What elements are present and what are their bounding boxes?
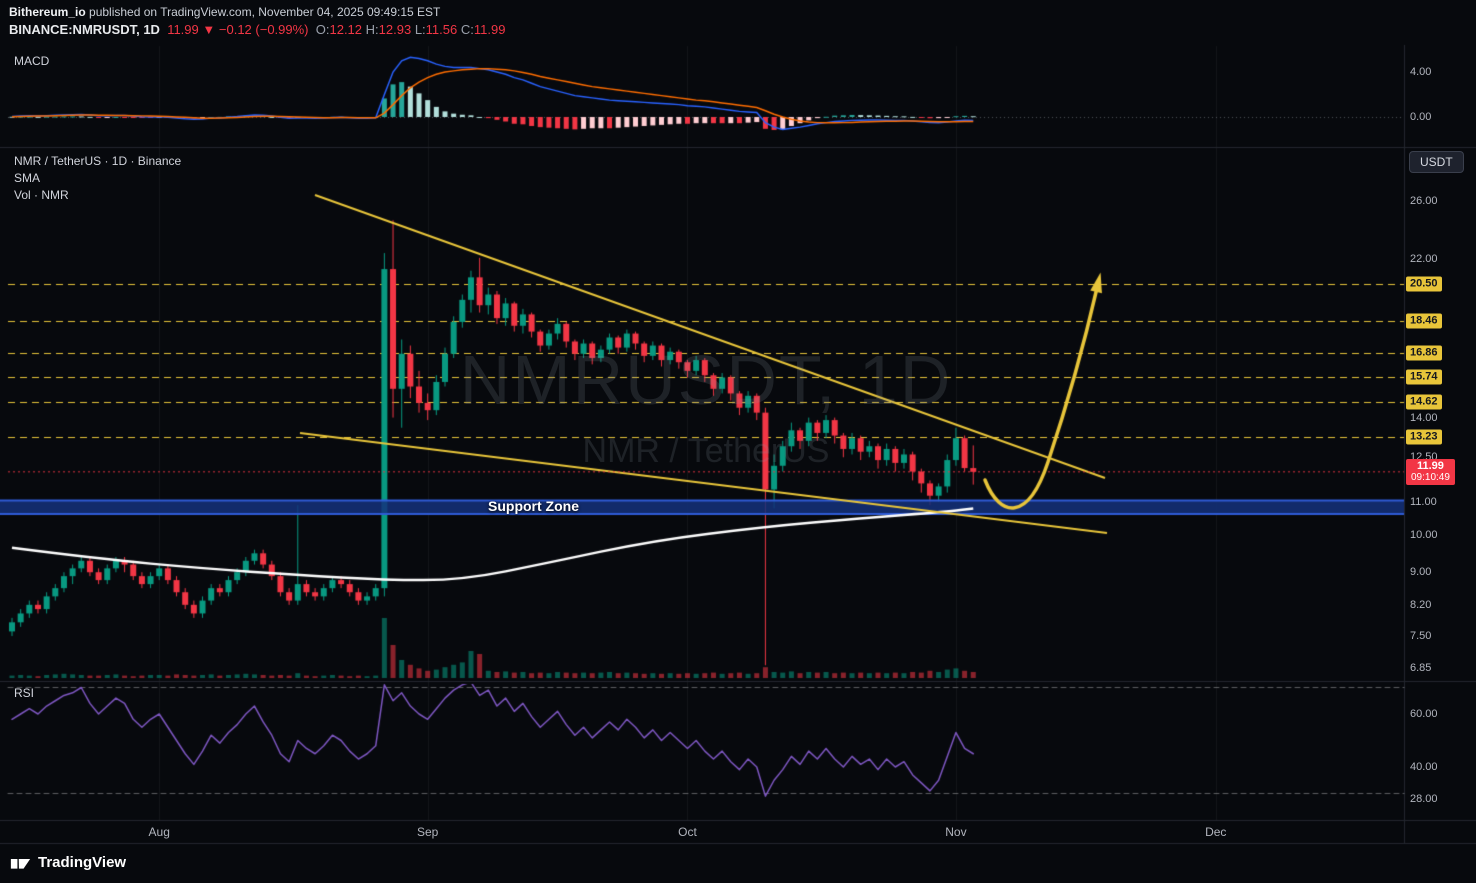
indicator-label-volume[interactable]: Vol · NMR (14, 188, 69, 202)
last-price-text: 11.99 (167, 22, 199, 37)
low-label: L: (414, 22, 426, 37)
indicator-label-rsi[interactable]: RSI (14, 686, 35, 700)
indicator-label-sma[interactable]: SMA (14, 171, 41, 185)
tradingview-brand-text: TradingView (38, 854, 127, 871)
symbol-title: BINANCE:NMRUSDT, 1D (9, 22, 160, 37)
close-value: 11.99 (473, 22, 506, 37)
open-value: 12.12 (329, 22, 363, 37)
indicator-label-macd[interactable]: MACD (14, 54, 50, 68)
close-label: C: (460, 22, 474, 37)
publish-header: Bithereum_io published on TradingView.co… (9, 5, 440, 19)
published-text: published on TradingView.com, November 0… (85, 5, 441, 19)
low-value: 11.56 (425, 22, 458, 37)
symbol-info-bar: BINANCE:NMRUSDT, 1D 11.99 ▼ −0.12 (−0.99… (9, 22, 505, 37)
tradingview-logo (10, 859, 31, 869)
symbol-legend[interactable]: NMR / TetherUS · 1D · Binance (14, 154, 182, 168)
currency-toggle-button[interactable]: USDT (1409, 151, 1464, 173)
change-text: −0.12 (−0.99%) (218, 22, 309, 37)
high-value: 12.93 (378, 22, 412, 37)
tradingview-link[interactable]: TradingView (10, 852, 126, 873)
down-arrow-icon: ▼ (202, 22, 216, 37)
high-label: H: (365, 22, 379, 37)
open-label: O: (315, 22, 330, 37)
author-link[interactable]: Bithereum_io (9, 5, 86, 19)
main-chart-legend: NMR / TetherUS · 1D · Binance SMA Vol · … (14, 153, 181, 204)
